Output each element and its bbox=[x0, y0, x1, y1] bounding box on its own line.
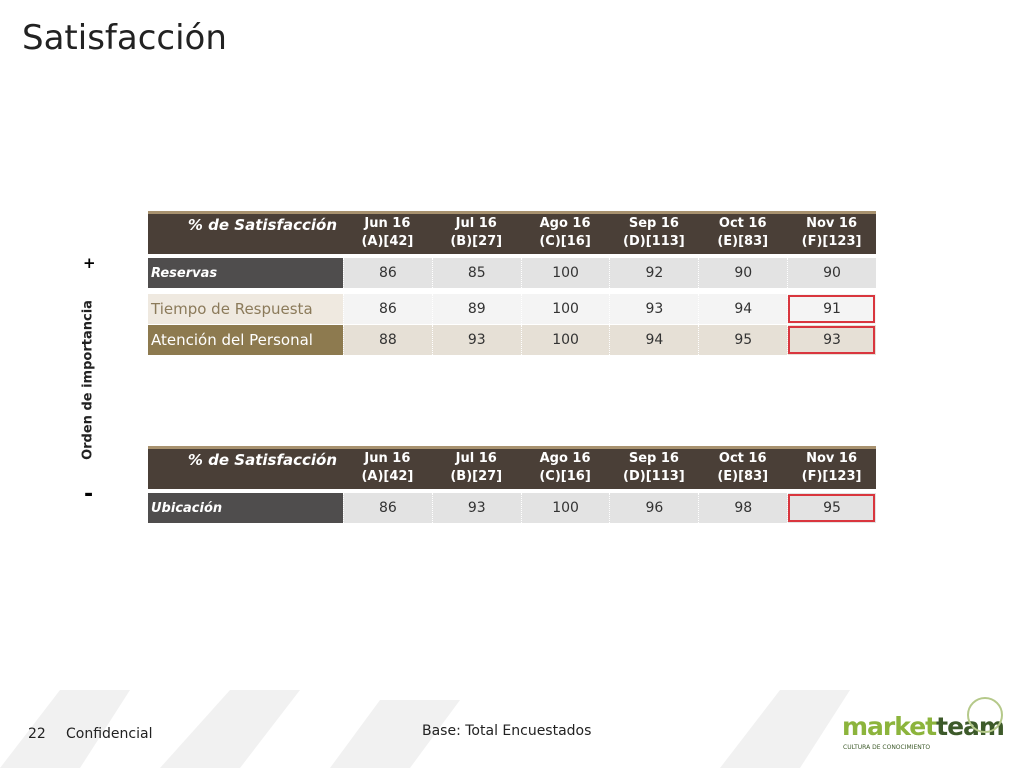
column-base: (C)[16] bbox=[539, 469, 591, 484]
value-cell: 98 bbox=[698, 493, 788, 523]
value-cell: 95 bbox=[787, 493, 876, 523]
value-cell: 88 bbox=[343, 325, 432, 355]
table-row: Tiempo de Respuesta 86 89 100 93 94 91 bbox=[148, 294, 876, 324]
value-cell: 93 bbox=[787, 325, 876, 355]
logo-icon bbox=[967, 697, 1003, 733]
logo-a: market bbox=[842, 712, 937, 741]
value-cell: 94 bbox=[609, 325, 699, 355]
row-label: Reservas bbox=[148, 258, 343, 288]
logo: marketteam bbox=[842, 712, 1005, 741]
column-month: Jul 16 bbox=[455, 451, 497, 466]
value-cell: 86 bbox=[343, 493, 432, 523]
column-header: Jun 16 (A)[42] bbox=[343, 449, 432, 489]
table-row: Ubicación 86 93 100 96 98 95 bbox=[148, 493, 876, 523]
value-cell: 95 bbox=[698, 325, 788, 355]
column-base: (E)[83] bbox=[717, 234, 769, 249]
value-cell: 100 bbox=[520, 294, 610, 324]
corner-cell: % de Satisfacción bbox=[187, 451, 337, 469]
column-base: (A)[42] bbox=[361, 469, 414, 484]
column-month: Ago 16 bbox=[539, 451, 591, 466]
value-cell: 93 bbox=[431, 325, 521, 355]
column-base: (C)[16] bbox=[539, 234, 591, 249]
column-header: Oct 16 (E)[83] bbox=[698, 449, 787, 489]
logo-b: team bbox=[936, 712, 1005, 741]
swoosh bbox=[0, 690, 850, 768]
column-header: Oct 16 (E)[83] bbox=[698, 214, 787, 254]
table: % de Satisfacción Jun 16 (A)[42] Jul 16 (B)[… bbox=[148, 211, 876, 355]
value-cell: 91 bbox=[787, 294, 876, 324]
side-label: Orden de importancia bbox=[80, 300, 96, 460]
value-cell: 100 bbox=[520, 493, 610, 523]
confidential: Confidencial bbox=[66, 726, 153, 742]
plus: + bbox=[83, 254, 96, 272]
table-row: Reservas 86 85 100 92 90 90 bbox=[148, 258, 876, 288]
column-month: Ago 16 bbox=[539, 216, 591, 231]
row-label: Atención del Personal bbox=[148, 325, 343, 355]
value-cell: 86 bbox=[343, 258, 432, 288]
column-header: Sep 16 (D)[113] bbox=[609, 449, 698, 489]
column-month: Jun 16 bbox=[364, 216, 411, 231]
column-base: (F)[123] bbox=[801, 234, 862, 249]
logo-brain bbox=[967, 697, 1003, 733]
column-month: Oct 16 bbox=[718, 216, 767, 231]
value-cell: 96 bbox=[609, 493, 699, 523]
header-row: % de Satisfacción Jun 16 (A)[42] Jul 16 (B)[… bbox=[148, 211, 876, 254]
header-row: % de Satisfacción Jun 16 (A)[42] Jul 16 (B)[… bbox=[148, 446, 876, 489]
corner-cell: % de Satisfacción bbox=[187, 216, 337, 234]
value-cell: 100 bbox=[520, 258, 610, 288]
table: % de Satisfacción Jun 16 (A)[42] Jul 16 (B)[… bbox=[148, 446, 876, 523]
column-header: Jun 16 (A)[42] bbox=[343, 214, 432, 254]
column-month: Nov 16 bbox=[806, 451, 857, 466]
value-cell: 100 bbox=[520, 325, 610, 355]
value-cell: 89 bbox=[431, 294, 521, 324]
value-cell: 93 bbox=[431, 493, 521, 523]
column-base: (B)[27] bbox=[450, 469, 503, 484]
column-header: Sep 16 (D)[113] bbox=[609, 214, 698, 254]
column-base: (A)[42] bbox=[361, 234, 414, 249]
row-label: Tiempo de Respuesta bbox=[148, 294, 343, 324]
minus: - bbox=[84, 482, 94, 507]
value-cell: 90 bbox=[698, 258, 788, 288]
column-month: Jul 16 bbox=[455, 216, 497, 231]
value-cell: 86 bbox=[343, 294, 432, 324]
column-month: Jun 16 bbox=[364, 451, 411, 466]
value-cell: 85 bbox=[431, 258, 521, 288]
column-base: (E)[83] bbox=[717, 469, 769, 484]
column-month: Oct 16 bbox=[718, 451, 767, 466]
column-header: Nov 16 (F)[123] bbox=[787, 214, 876, 254]
base-note: Base: Total Encuestados bbox=[422, 723, 592, 739]
column-month: Sep 16 bbox=[628, 216, 679, 231]
column-header: Jul 16 (B)[27] bbox=[432, 449, 521, 489]
row-label: Ubicación bbox=[148, 493, 343, 523]
page-number: 22 bbox=[28, 726, 46, 742]
value-cell: 92 bbox=[609, 258, 699, 288]
value-cell: 94 bbox=[698, 294, 788, 324]
column-base: (F)[123] bbox=[801, 469, 862, 484]
title: Satisfacción bbox=[22, 18, 227, 58]
value-cell: 93 bbox=[609, 294, 699, 324]
column-header: Ago 16 (C)[16] bbox=[521, 214, 610, 254]
column-base: (D)[113] bbox=[623, 469, 685, 484]
value-cell: 90 bbox=[787, 258, 876, 288]
column-base: (D)[113] bbox=[623, 234, 685, 249]
logo-tagline: CULTURA DE CONOCIMIENTO bbox=[843, 744, 931, 751]
column-header: Ago 16 (C)[16] bbox=[521, 449, 610, 489]
column-month: Nov 16 bbox=[806, 216, 857, 231]
table-row: Atención del Personal 88 93 100 94 95 93 bbox=[148, 325, 876, 355]
column-base: (B)[27] bbox=[450, 234, 503, 249]
column-month: Sep 16 bbox=[628, 451, 679, 466]
column-header: Jul 16 (B)[27] bbox=[432, 214, 521, 254]
column-header: Nov 16 (F)[123] bbox=[787, 449, 876, 489]
